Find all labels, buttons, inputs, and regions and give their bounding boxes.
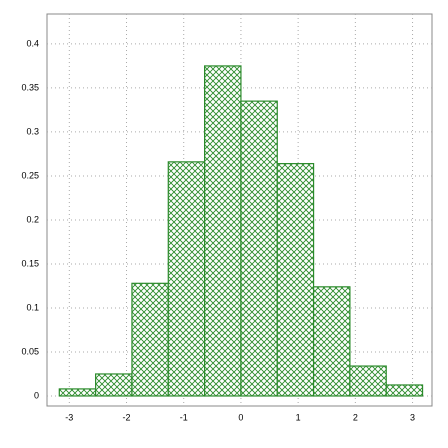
- bar: [385, 384, 424, 397]
- x-tick-label: -2: [123, 412, 131, 422]
- bar: [240, 100, 278, 397]
- bar: [312, 286, 351, 397]
- y-tick-label: 0.1: [26, 302, 39, 312]
- bars: [58, 65, 424, 397]
- bar: [95, 373, 133, 397]
- bar: [276, 163, 315, 397]
- x-tick-label: 3: [410, 412, 415, 422]
- x-tick-label: 2: [353, 412, 358, 422]
- bar: [204, 65, 242, 397]
- y-tick-label: 0.4: [26, 38, 39, 48]
- x-tick-label: -1: [180, 412, 188, 422]
- x-tick-label: -3: [65, 412, 73, 422]
- y-tick-label: 0.3: [26, 126, 39, 136]
- bar: [131, 282, 169, 397]
- bar: [58, 388, 97, 397]
- bar: [167, 161, 206, 397]
- y-tick-label: 0: [34, 390, 39, 400]
- y-tick-label: 0.35: [21, 82, 39, 92]
- tick-labels: 0 0.05 0.1 0.15 0.2 0.25 0.3 0.35 0.4 -3 -2 -1 0 1 2 3: [21, 38, 415, 422]
- bar: [349, 365, 387, 397]
- y-tick-label: 0.05: [21, 346, 39, 356]
- x-tick-label: 1: [296, 412, 301, 422]
- x-tick-label: 0: [238, 412, 243, 422]
- y-tick-label: 0.2: [26, 214, 39, 224]
- y-tick-label: 0.15: [21, 258, 39, 268]
- y-tick-label: 0.25: [21, 170, 39, 180]
